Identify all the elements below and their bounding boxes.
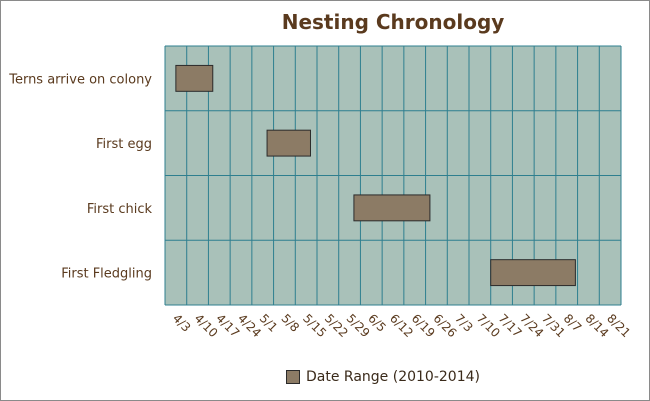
x-tick-label: 6/12 <box>387 311 416 340</box>
x-tick-label: 5/22 <box>322 311 351 340</box>
range-bar <box>353 194 431 222</box>
range-bar <box>490 259 576 287</box>
x-tick-label: 7/10 <box>474 311 503 340</box>
category-label: First chick <box>87 202 153 217</box>
x-tick-label: 6/19 <box>409 311 438 340</box>
x-tick-label: 7/24 <box>517 311 546 340</box>
x-tick-label: 7/31 <box>539 311 568 340</box>
x-tick-label: 6/26 <box>430 311 459 340</box>
chart-title: Nesting Chronology <box>281 10 505 34</box>
chart-legend: Date Range (2010-2014) <box>286 369 480 385</box>
category-label: First egg <box>96 137 152 152</box>
range-bar <box>266 129 311 157</box>
legend-swatch <box>286 370 300 384</box>
category-label: First Fledgling <box>61 267 152 282</box>
x-tick-label: 4/17 <box>213 311 242 340</box>
legend-label: Date Range (2010-2014) <box>306 369 480 385</box>
x-tick-label: 8/21 <box>604 311 633 340</box>
x-tick-label: 8/14 <box>582 311 611 340</box>
x-tick-label: 4/3 <box>170 311 194 335</box>
x-tick-label: 4/24 <box>235 311 264 340</box>
range-bar <box>175 64 214 92</box>
x-tick-label: 5/15 <box>300 311 329 340</box>
x-tick-label: 4/10 <box>192 311 221 340</box>
x-tick-label: 5/8 <box>278 311 302 335</box>
category-label: Terns arrive on colony <box>8 72 152 87</box>
x-tick-label: 7/17 <box>496 311 525 340</box>
x-tick-label: 5/29 <box>344 311 373 340</box>
